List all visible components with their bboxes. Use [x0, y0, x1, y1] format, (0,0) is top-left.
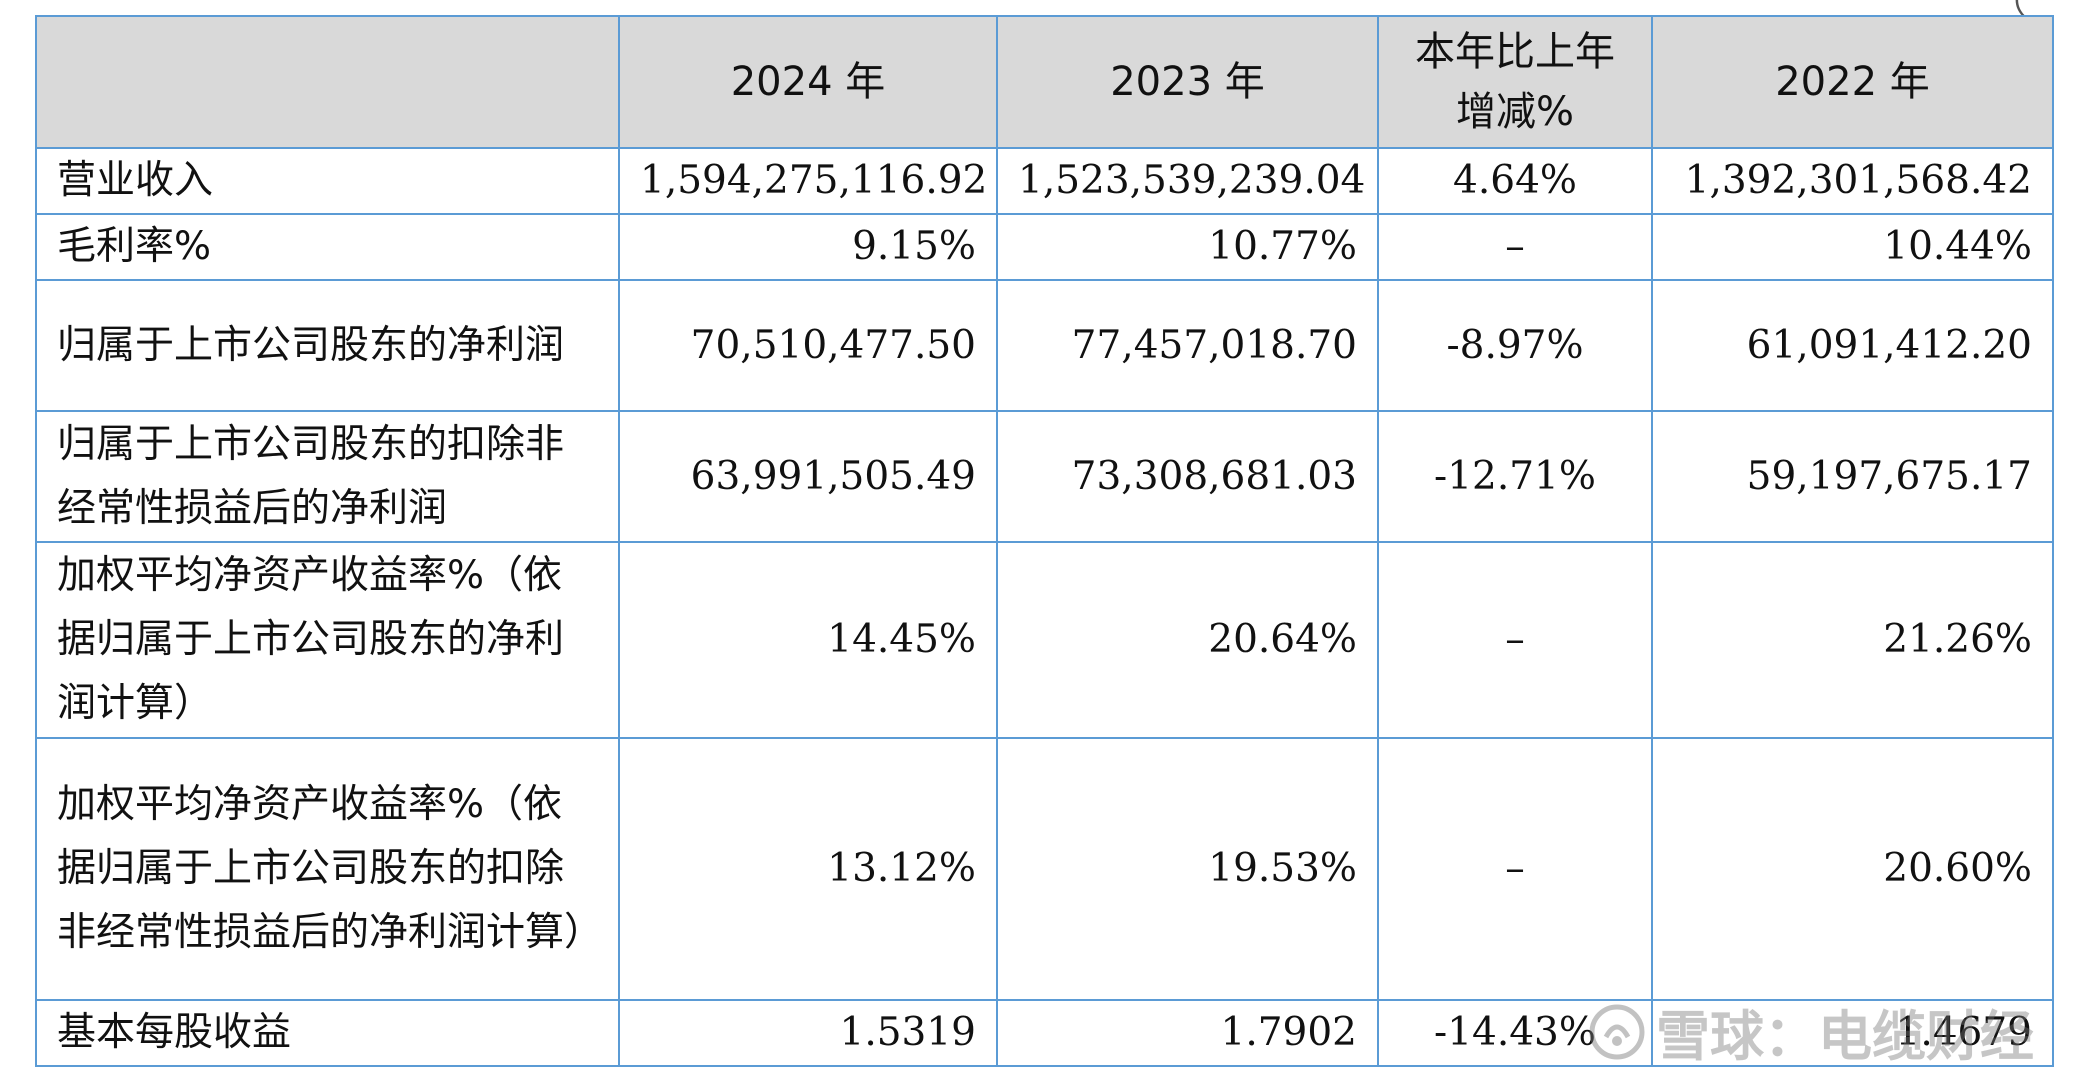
- header-2024: 2024 年: [618, 15, 998, 149]
- value-2023: 73,308,681.03: [996, 410, 1379, 543]
- table-row: 毛利率% 9.15% 10.77% – 10.44%: [35, 213, 2054, 281]
- value-2024: 1,594,275,116.92: [618, 147, 998, 215]
- table-row: 归属于上市公司股东的扣除非经常性损益后的净利润 63,991,505.49 73…: [35, 410, 2054, 543]
- header-2022: 2022 年: [1651, 15, 2054, 149]
- value-change: -8.97%: [1377, 279, 1653, 412]
- value-change: –: [1377, 541, 1653, 739]
- header-2023: 2023 年: [996, 15, 1379, 149]
- value-2023: 10.77%: [996, 213, 1379, 281]
- row-label: 毛利率%: [35, 213, 620, 281]
- table-row: 营业收入 1,594,275,116.92 1,523,539,239.04 4…: [35, 147, 2054, 215]
- value-2024: 9.15%: [618, 213, 998, 281]
- value-2022: 61,091,412.20: [1651, 279, 2054, 412]
- value-2022: 1.4679: [1651, 999, 2054, 1067]
- value-2022: 1,392,301,568.42: [1651, 147, 2054, 215]
- table-row: 基本每股收益 1.5319 1.7902 -14.43% 1.4679: [35, 999, 2054, 1067]
- value-change: –: [1377, 737, 1653, 1001]
- value-change: 4.64%: [1377, 147, 1653, 215]
- value-2022: 20.60%: [1651, 737, 2054, 1001]
- value-2022: 21.26%: [1651, 541, 2054, 739]
- value-2024: 63,991,505.49: [618, 410, 998, 543]
- table-row: 加权平均净资产收益率%（依据归属于上市公司股东的扣除非经常性损益后的净利润计算）…: [35, 737, 2054, 1001]
- value-change: -12.71%: [1377, 410, 1653, 543]
- table-header-row: 2024 年 2023 年 本年比上年增减% 2022 年: [35, 15, 2054, 149]
- value-2022: 59,197,675.17: [1651, 410, 2054, 543]
- row-label: 归属于上市公司股东的净利润: [35, 279, 620, 412]
- value-2023: 1.7902: [996, 999, 1379, 1067]
- value-change: –: [1377, 213, 1653, 281]
- value-2023: 19.53%: [996, 737, 1379, 1001]
- value-2022: 10.44%: [1651, 213, 2054, 281]
- value-2023: 77,457,018.70: [996, 279, 1379, 412]
- row-label: 加权平均净资产收益率%（依据归属于上市公司股东的净利润计算）: [35, 541, 620, 739]
- value-2023: 20.64%: [996, 541, 1379, 739]
- header-item-column: [35, 15, 620, 149]
- value-2024: 14.45%: [618, 541, 998, 739]
- row-label: 基本每股收益: [35, 999, 620, 1067]
- header-change: 本年比上年增减%: [1377, 15, 1653, 149]
- value-2024: 70,510,477.50: [618, 279, 998, 412]
- value-2024: 1.5319: [618, 999, 998, 1067]
- row-label: 加权平均净资产收益率%（依据归属于上市公司股东的扣除非经常性损益后的净利润计算）: [35, 737, 620, 1001]
- value-2024: 13.12%: [618, 737, 998, 1001]
- row-label: 归属于上市公司股东的扣除非经常性损益后的净利润: [35, 410, 620, 543]
- value-change: -14.43%: [1377, 999, 1653, 1067]
- table-row: 归属于上市公司股东的净利润 70,510,477.50 77,457,018.7…: [35, 279, 2054, 412]
- value-2023: 1,523,539,239.04: [996, 147, 1379, 215]
- financial-summary-table: 2024 年 2023 年 本年比上年增减% 2022 年 营业收入 1,594…: [35, 15, 2054, 1067]
- table-row: 加权平均净资产收益率%（依据归属于上市公司股东的净利润计算） 14.45% 20…: [35, 541, 2054, 739]
- row-label: 营业收入: [35, 147, 620, 215]
